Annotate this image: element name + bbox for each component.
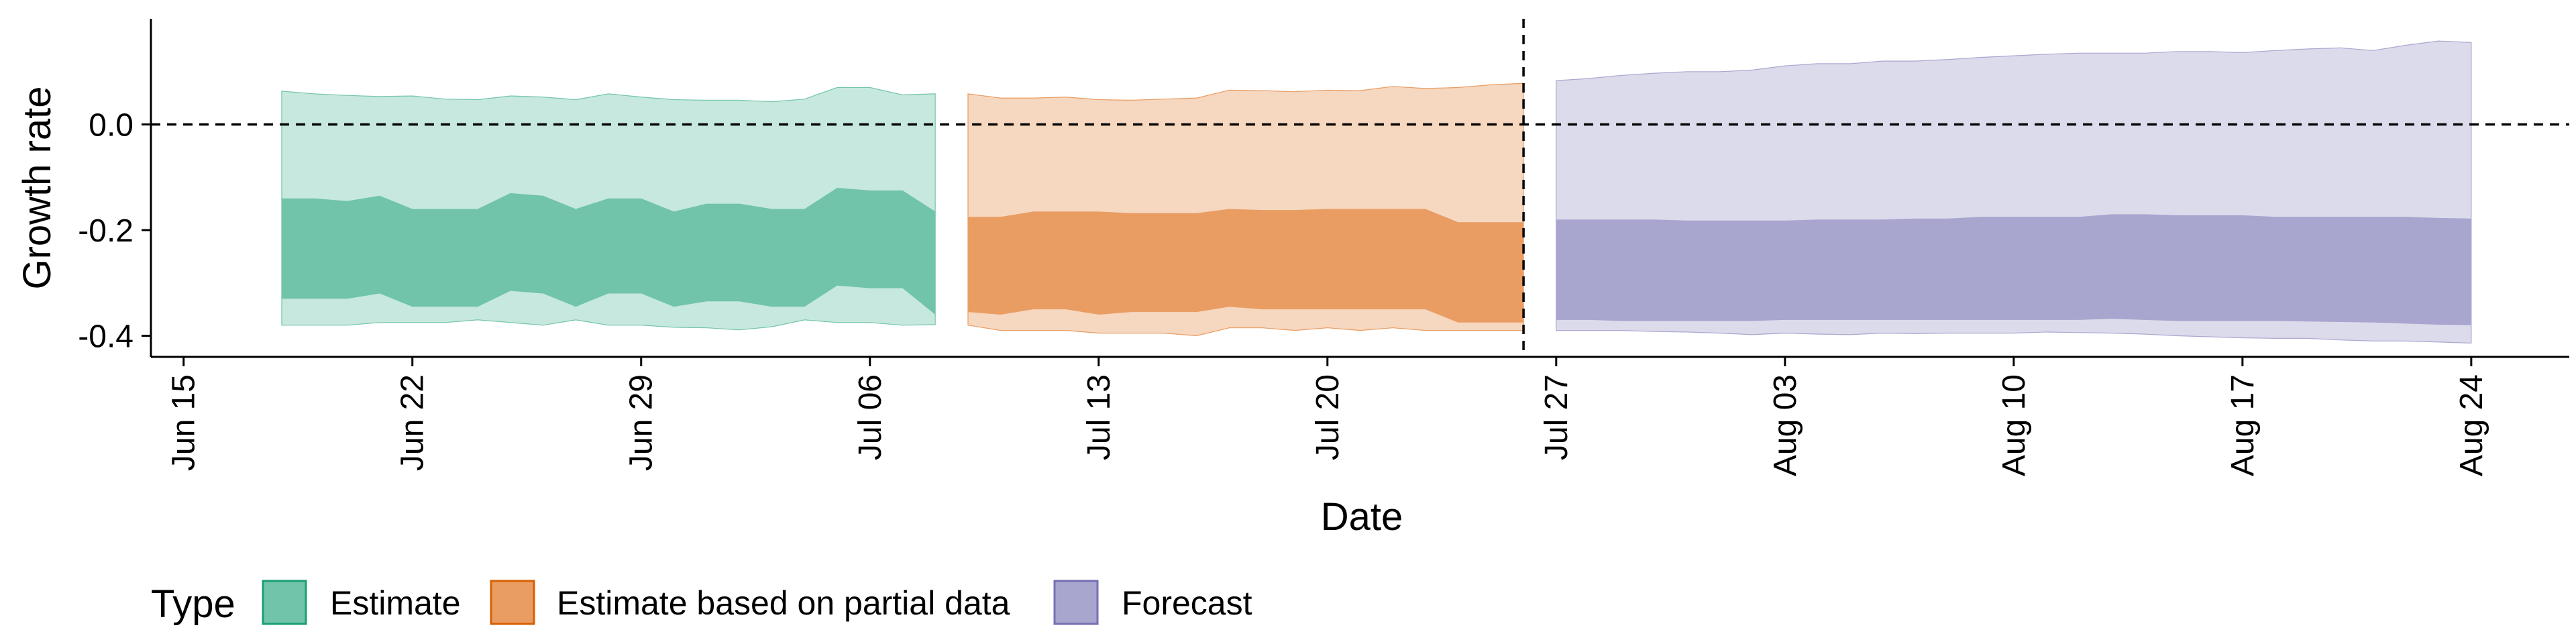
- series-bands: [281, 40, 2472, 344]
- x-tick-label: Jun 29: [624, 374, 659, 471]
- legend-label: Forecast: [1122, 584, 1252, 622]
- legend-label: Estimate based on partial data: [557, 584, 1010, 622]
- forecast-inner-band: [1556, 214, 2471, 325]
- reference-lines: [151, 19, 2569, 357]
- estimate-based-on-partial-data-inner-band: [967, 209, 1524, 323]
- legend-key: [1053, 580, 1099, 625]
- x-tick-label: Jul 06: [853, 374, 888, 460]
- legend: Type Estimate Estimate based on partial d…: [151, 580, 1252, 626]
- legend-label: Estimate: [330, 584, 461, 622]
- estimate-inner-band: [281, 188, 936, 315]
- legend-key: [490, 580, 535, 625]
- x-tick-label: Aug 10: [1996, 374, 2032, 476]
- y-axis-title: Growth rate: [15, 87, 59, 290]
- x-tick-label: Jul 27: [1539, 374, 1574, 460]
- y-tick-label: 0.0: [89, 108, 133, 144]
- y-tick-label: -0.2: [78, 213, 133, 249]
- x-ticks: Jun 15 Jun 22 Jun 29 Jul 06 Jul 13 Jul 20 Jul …: [166, 357, 2489, 476]
- x-tick-label: Jul 20: [1310, 374, 1346, 460]
- legend-key: [262, 580, 307, 625]
- x-tick-label: Jun 22: [395, 374, 431, 471]
- y-tick-label: -0.4: [78, 319, 133, 355]
- x-tick-label: Jun 15: [166, 374, 202, 471]
- x-axis-title: Date: [1321, 495, 1403, 539]
- axes: [150, 19, 2569, 358]
- x-tick-label: Aug 17: [2225, 374, 2261, 476]
- y-ticks: 0.0 -0.2 -0.4: [78, 108, 151, 355]
- x-tick-label: Aug 24: [2454, 374, 2489, 476]
- legend-title: Type: [151, 582, 235, 626]
- x-tick-label: Aug 03: [1768, 374, 1803, 476]
- x-tick-label: Jul 13: [1081, 374, 1117, 460]
